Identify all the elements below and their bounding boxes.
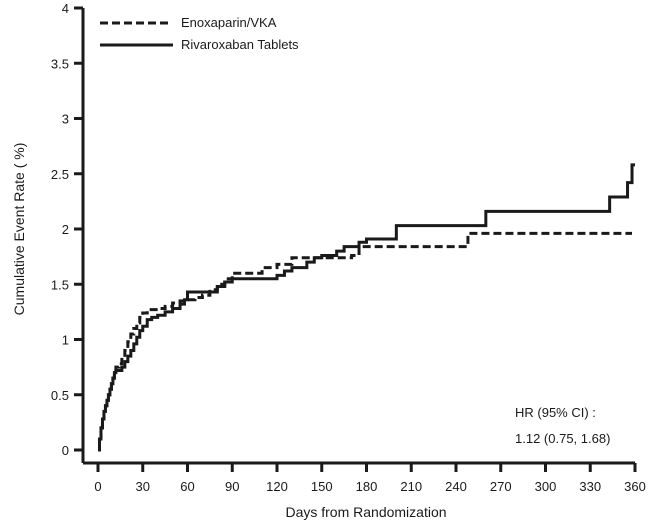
x-tick-label: 120 [266,479,288,494]
y-axis-title: Cumulative Event Rate ( %) [11,143,27,316]
x-tick-label: 300 [535,479,557,494]
x-tick-label: 150 [311,479,333,494]
x-axis-title: Days from Randomization [285,504,446,520]
x-tick-label: 210 [400,479,422,494]
legend-label-enoxaparin: Enoxaparin/VKA [181,15,277,30]
legend-label-rivaroxaban: Rivaroxaban Tablets [181,37,299,52]
x-tick-label: 330 [579,479,601,494]
legend: Enoxaparin/VKA Rivaroxaban Tablets [100,15,299,52]
y-tick-label: 1.5 [51,277,69,292]
x-axis: 0 30 60 90 120 150 180 210 240 270 300 330 360 [83,461,646,494]
x-tick-label: 180 [356,479,378,494]
series-line-rivaroxaban [97,163,635,452]
y-axis: 0 0.5 1 1.5 2 2.5 3 3.5 4 [51,1,85,463]
y-tick-label: 2.5 [51,167,69,182]
x-tick-label: 60 [180,479,194,494]
series-layer [97,163,635,452]
y-tick-label: 0.5 [51,388,69,403]
y-tick-label: 0 [62,443,69,458]
x-tick-label: 30 [136,479,150,494]
x-tick-label: 360 [624,479,646,494]
y-tick-label: 4 [62,1,69,16]
y-tick-label: 2 [62,222,69,237]
y-tick-label: 1 [62,333,69,348]
hr-annotation-value: 1.12 (0.75, 1.68) [515,431,610,446]
x-tick-label: 270 [490,479,512,494]
x-tick-label: 240 [445,479,467,494]
y-tick-label: 3.5 [51,56,69,71]
x-tick-label: 90 [225,479,239,494]
y-tick-label: 3 [62,112,69,127]
x-tick-label: 0 [94,479,101,494]
hr-annotation-label: HR (95% CI) : [515,405,596,420]
series-line-enoxaparin [97,231,633,452]
